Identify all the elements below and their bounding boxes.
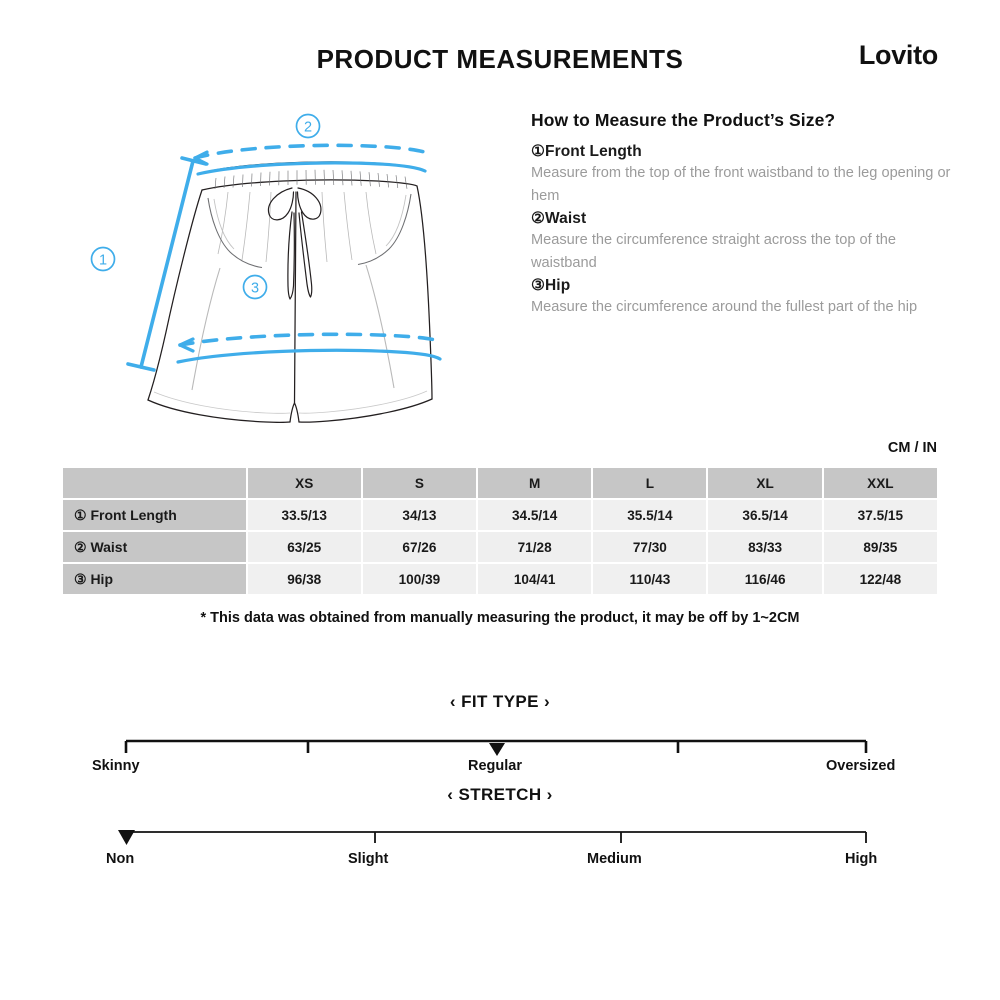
table-row: ① Front Length 33.5/13 34/13 34.5/14 35.… <box>63 500 937 530</box>
cell-hip-l: 110/43 <box>593 564 707 594</box>
row-label-waist: ② Waist <box>63 532 246 562</box>
cell-front-length-xs: 33.5/13 <box>247 500 361 530</box>
instruction-title-waist: ②Waist <box>531 209 951 228</box>
instruction-item-waist: ②Waist Measure the circumference straigh… <box>531 209 951 275</box>
stretch-scale: ‹ STRETCH › Non Slight Medium High <box>0 785 1000 871</box>
stretch-graphic <box>0 805 1000 851</box>
fit-label-oversized: Oversized <box>826 758 896 774</box>
cell-waist-xs: 63/25 <box>247 532 361 562</box>
cell-waist-xxl: 89/35 <box>823 532 937 562</box>
instruction-title-hip: ③Hip <box>531 276 951 295</box>
column-header-xxl: XXL <box>823 468 937 498</box>
instruction-desc-3: Measure the circumference around the ful… <box>531 299 918 316</box>
measurement-disclaimer: * This data was obtained from manually m… <box>200 610 800 626</box>
cell-front-length-xxl: 37.5/15 <box>823 500 937 530</box>
table-header-row: XS S M L XL XXL <box>63 468 937 498</box>
cell-hip-m: 104/41 <box>478 564 592 594</box>
stretch-label-slight: Slight <box>348 851 389 867</box>
units-label: CM / IN <box>887 440 937 456</box>
size-chart-table: XS S M L XL XXL ① Front Length 33.5/13 3… <box>61 466 939 596</box>
stretch-marker-triangle <box>118 830 135 845</box>
cell-waist-m: 71/28 <box>478 532 592 562</box>
page-title: PRODUCT MEASUREMENTS <box>316 44 684 74</box>
table-row: ② Waist 63/25 67/26 71/28 77/30 83/33 89… <box>63 532 937 562</box>
instruction-marker-1: ① <box>531 143 545 160</box>
instructions-heading: How to Measure the Product’s Size? <box>531 110 836 130</box>
diagram-marker-waist-label: 2 <box>304 120 312 136</box>
instruction-name-1: Front Length <box>545 143 642 160</box>
stretch-label-high: High <box>845 851 878 867</box>
instruction-title-front-length: ①Front Length <box>531 142 951 161</box>
cell-waist-xl: 83/33 <box>708 532 822 562</box>
instruction-marker-3: ③ <box>531 277 545 295</box>
fit-type-marker-triangle <box>489 743 505 756</box>
cell-waist-l: 77/30 <box>593 532 707 562</box>
cell-front-length-l: 35.5/14 <box>593 500 707 530</box>
measure-instructions: How to Measure the Product’s Size? ①Fron… <box>531 110 951 320</box>
stretch-title: ‹ STRETCH › <box>447 785 553 804</box>
row-label-hip: ③ Hip <box>63 564 246 594</box>
fit-label-skinny: Skinny <box>92 758 140 774</box>
column-header-l: L <box>593 468 707 498</box>
instruction-item-front-length: ①Front Length Measure from the top of th… <box>531 142 951 208</box>
cell-hip-xl: 116/46 <box>708 564 822 594</box>
table-corner-cell <box>63 468 246 498</box>
fit-type-scale: ‹ FIT TYPE › Skinny Regular Oversized <box>0 692 1000 778</box>
fit-type-graphic <box>0 712 1000 758</box>
column-header-m: M <box>478 468 592 498</box>
cell-hip-xxl: 122/48 <box>823 564 937 594</box>
cell-front-length-s: 34/13 <box>362 500 477 530</box>
instruction-name-3: Hip <box>545 277 571 295</box>
column-header-xs: XS <box>247 468 361 498</box>
instruction-item-hip: ③Hip Measure the circumference around th… <box>531 276 951 319</box>
cell-front-length-m: 34.5/14 <box>478 500 592 530</box>
cell-front-length-xl: 36.5/14 <box>708 500 822 530</box>
brand-logo: Lovito <box>858 40 938 70</box>
column-header-s: S <box>362 468 477 498</box>
stretch-label-non: Non <box>106 851 135 867</box>
column-header-xl: XL <box>708 468 822 498</box>
instruction-desc-1: Measure from the top of the front waistb… <box>531 165 951 205</box>
cell-waist-s: 67/26 <box>362 532 477 562</box>
instruction-marker-2: ② <box>531 210 545 228</box>
cell-hip-xs: 96/38 <box>247 564 361 594</box>
diagram-marker-front-length-label: 1 <box>99 253 107 269</box>
instruction-name-2: Waist <box>545 210 587 228</box>
instruction-desc-2: Measure the circumference straight acros… <box>531 232 897 272</box>
stretch-label-medium: Medium <box>587 851 642 867</box>
fit-label-regular: Regular <box>468 758 522 774</box>
garment-diagram: 2 1 3 <box>70 100 510 440</box>
diagram-marker-hip-label: 3 <box>251 281 259 297</box>
row-label-front-length: ① Front Length <box>63 500 246 530</box>
fit-type-labels: Skinny Regular Oversized <box>0 758 1000 778</box>
fit-type-title: ‹ FIT TYPE › <box>449 692 551 711</box>
table-row: ③ Hip 96/38 100/39 104/41 110/43 116/46 … <box>63 564 937 594</box>
stretch-labels: Non Slight Medium High <box>0 851 1000 871</box>
cell-hip-s: 100/39 <box>362 564 477 594</box>
